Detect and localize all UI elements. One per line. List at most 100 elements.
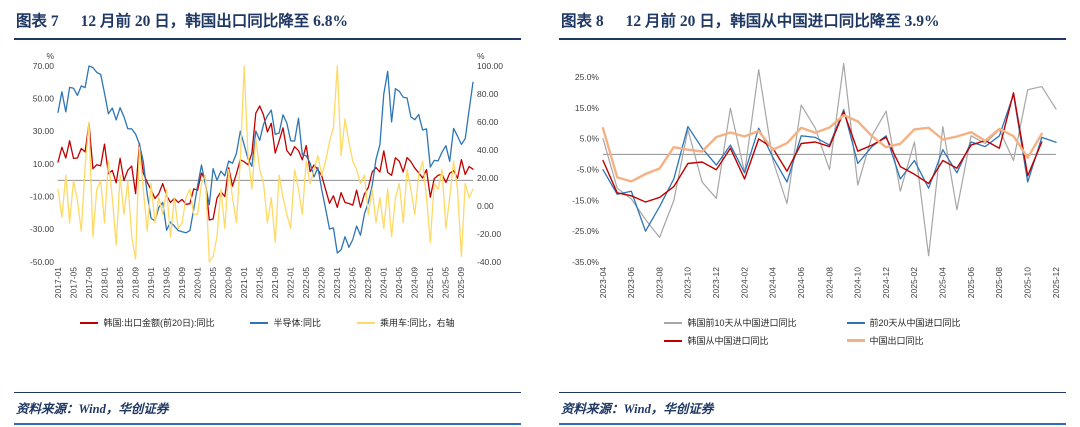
y-tick-label: 60.00 — [477, 117, 499, 127]
x-tick-label: 2025-05 — [441, 267, 451, 298]
x-tick-label: 2023-12 — [711, 267, 721, 298]
legend-swatch — [80, 321, 99, 324]
x-tick-label: 2025-10 — [1023, 267, 1033, 298]
bottom-divider — [559, 423, 1066, 425]
legend-label: 半导体:同比 — [273, 318, 321, 328]
x-tick-label: 2020-05 — [208, 267, 218, 298]
legend-swatch — [846, 339, 865, 342]
x-tick-label: 2017-01 — [53, 267, 63, 298]
x-tick-label: 2022-01 — [286, 267, 296, 298]
x-tick-label: 2024-10 — [853, 267, 863, 298]
y-tick-label: -50.00 — [30, 257, 54, 267]
figure-8-legend: 韩国前10天从中国进口同比 前20天从中国进口同比韩国从中国进口同比 中国出口同比 — [559, 316, 1066, 347]
series-line — [57, 65, 474, 263]
figure-7: 图表 7 12 月前 20 日，韩国出口同比降至 6.8% 70.00 50.00… — [14, 6, 521, 427]
x-tick-label: 2023-06 — [626, 267, 636, 298]
y-tick-label: 100.00 — [477, 61, 503, 71]
x-tick-label: 2023-10 — [683, 267, 693, 298]
title-divider — [559, 38, 1066, 40]
legend-item: 半导体:同比 — [250, 316, 321, 329]
y-tick-label: -30.00 — [30, 224, 54, 234]
series-line — [601, 114, 1043, 183]
x-tick-label: 2024-05 — [394, 267, 404, 298]
y-tick-label: -5.0% — [577, 165, 600, 175]
legend-swatch — [846, 321, 865, 324]
legend-swatch — [664, 321, 683, 324]
x-tick-label: 2025-12 — [1051, 267, 1061, 298]
y-tick-label: 10.00 — [33, 159, 55, 169]
legend-item: 韩国:出口金额(前20日):同比 — [80, 316, 214, 329]
legend-item: 乘用车:同比，右轴 — [357, 316, 455, 329]
source-divider — [14, 392, 521, 393]
figure-7-legend: 韩国:出口金额(前20日):同比 半导体:同比 乘用车:同比，右轴 — [14, 316, 521, 329]
series-line — [602, 92, 1043, 203]
x-tick-label: 2024-08 — [824, 267, 834, 298]
x-tick-label: 2017-09 — [84, 267, 94, 298]
legend-label: 韩国:出口金额(前20日):同比 — [103, 318, 215, 328]
x-tick-label: 2019-09 — [177, 267, 187, 298]
figure-8-footer: 资料来源：Wind，华创证券 — [559, 392, 1066, 427]
figure-8-title-text: 12 月前 20 日，韩国从中国进口同比降至 3.9% — [625, 13, 940, 30]
legend-label: 前20天从中国进口同比 — [869, 318, 961, 328]
y-tick-label: 30.00 — [33, 126, 55, 136]
x-tick-label: 2023-09 — [363, 267, 373, 298]
x-tick-label: 2023-01 — [332, 267, 342, 298]
x-tick-label: 2025-06 — [966, 267, 976, 298]
x-tick-label: 2024-12 — [881, 267, 891, 298]
x-tick-label: 2024-06 — [796, 267, 806, 298]
x-tick-label: 2018-05 — [115, 267, 125, 298]
x-tick-label: 2022-05 — [301, 267, 311, 298]
x-tick-label: 2025-02 — [909, 267, 919, 298]
y-tick-label: 40.00 — [477, 145, 499, 155]
x-tick-label: 2020-09 — [224, 267, 234, 298]
source-text: 资料来源：Wind，华创证券 — [16, 402, 169, 416]
x-tick-label: 2024-04 — [768, 267, 778, 298]
korea-export-line-chart: 70.00 50.00 30.00 10.00 -10.00 -30.00 -50.00 10… — [30, 51, 503, 298]
figure-7-footer: 资料来源：Wind，华创证券 — [14, 392, 521, 427]
y-tick-label: 5.0% — [580, 134, 600, 144]
x-tick-label: 2019-05 — [161, 267, 171, 298]
figure-7-label: 图表 7 — [16, 13, 59, 30]
legend-item: 韩国前10天从中国进口同比 — [664, 316, 797, 329]
x-tick-label: 2019-01 — [146, 267, 156, 298]
y-tick-label: -15.0% — [572, 195, 599, 205]
figure-7-title: 图表 7 12 月前 20 日，韩国出口同比降至 6.8% — [14, 6, 521, 38]
x-tick-label: 2023-05 — [348, 267, 358, 298]
figure-7-title-text: 12 月前 20 日，韩国出口同比降至 6.8% — [80, 13, 349, 30]
x-tick-label: 2025-04 — [938, 267, 948, 298]
y-tick-label: -35.0% — [572, 257, 599, 267]
x-tick-label: 2018-09 — [130, 267, 140, 298]
legend-item: 前20天从中国进口同比 — [846, 316, 961, 329]
x-tick-label: 2021-01 — [239, 267, 249, 298]
x-tick-label: 2024-09 — [410, 267, 420, 298]
x-tick-label: 2023-08 — [654, 267, 664, 298]
legend-label: 乘用车:同比，右轴 — [380, 318, 455, 328]
figure-8: 图表 8 12 月前 20 日，韩国从中国进口同比降至 3.9% 25.0% 15… — [559, 6, 1066, 427]
x-tick-label: 2021-09 — [270, 267, 280, 298]
series-line — [602, 93, 1057, 232]
y-tick-label: -40.00 — [477, 257, 501, 267]
figure-8-title: 图表 8 12 月前 20 日，韩国从中国进口同比降至 3.9% — [559, 6, 1066, 38]
korea-import-from-china-line-chart: 25.0%15.0%5.0%-5.0%-15.0%-25.0%-35.0%202… — [572, 62, 1061, 298]
x-tick-label: 2018-01 — [99, 267, 109, 298]
series-line — [602, 62, 1057, 257]
legend-label: 韩国前10天从中国进口同比 — [687, 318, 797, 328]
legend-item: 韩国从中国进口同比 — [664, 334, 796, 347]
y-tick-label: -10.00 — [30, 192, 54, 202]
source-divider — [559, 392, 1066, 393]
series-line — [57, 65, 474, 254]
source-text: 资料来源：Wind，华创证券 — [561, 402, 714, 416]
x-tick-label: 2025-01 — [425, 267, 435, 298]
title-divider — [14, 38, 521, 40]
bottom-divider — [14, 423, 521, 425]
legend-label: 韩国从中国进口同比 — [687, 336, 769, 346]
legend-label: 中国出口同比 — [869, 336, 924, 346]
y-axis-unit-left: % — [46, 51, 54, 61]
x-tick-label: 2022-09 — [317, 267, 327, 298]
y-axis-unit-right: % — [477, 51, 485, 61]
series-line — [57, 105, 474, 221]
y-tick-label: 15.0% — [575, 103, 600, 113]
y-tick-label: 80.00 — [477, 89, 499, 99]
legend-item: 中国出口同比 — [846, 334, 961, 347]
